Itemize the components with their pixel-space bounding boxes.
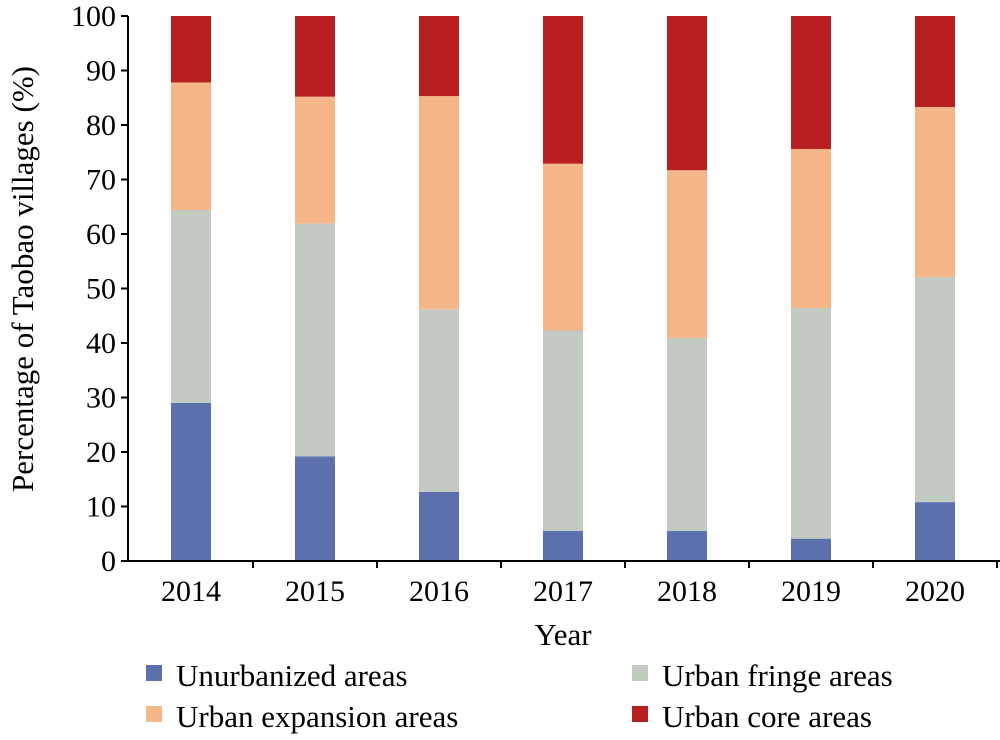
bar-segment-2014-3: [171, 82, 211, 211]
y-tick-label: 50: [86, 273, 116, 306]
y-tick-label: 40: [86, 327, 116, 360]
bar-segment-2018-3: [667, 170, 707, 339]
bar-segment-2019-2: [791, 308, 831, 539]
bar-segment-2017-3: [543, 163, 583, 331]
x-tick-label: 2014: [161, 575, 221, 608]
y-axis-title: Percentage of Taobao villages (%): [5, 66, 40, 492]
x-tick-label: 2020: [905, 575, 965, 608]
bar-segment-2014-4: [171, 16, 211, 83]
x-tick-label: 2019: [781, 575, 841, 608]
y-tick-label: 80: [86, 109, 116, 142]
bar-segment-2015-1: [295, 456, 335, 561]
x-axis-title: Year: [534, 617, 592, 652]
bar-segment-2019-4: [791, 16, 831, 149]
y-tick-label: 60: [86, 218, 116, 251]
bar-segment-2015-2: [295, 223, 335, 457]
legend: Unurbanized areas Urban fringe areas Urban…: [146, 658, 893, 734]
bar-segment-2015-4: [295, 16, 335, 97]
x-tick-label: 2017: [533, 575, 593, 608]
x-tick-label: 2018: [657, 575, 717, 608]
legend-swatch: [146, 665, 162, 681]
y-tick-label: 0: [101, 545, 116, 578]
bars-layer: [171, 16, 955, 561]
bar-segment-2020-1: [915, 502, 955, 561]
y-tick-label: 10: [86, 491, 116, 524]
legend-label: Urban core areas: [662, 699, 872, 734]
bar-segment-2014-2: [171, 210, 211, 403]
bar-segment-2020-4: [915, 16, 955, 108]
bar-segment-2017-4: [543, 16, 583, 164]
legend-label: Urban expansion areas: [176, 699, 458, 734]
bar-segment-2015-3: [295, 96, 335, 224]
bar-segment-2018-2: [667, 338, 707, 532]
bar-segment-2016-3: [419, 96, 459, 310]
bar-segment-2018-1: [667, 531, 707, 561]
bar-segment-2019-1: [791, 538, 831, 561]
y-tick-label: 100: [71, 0, 116, 33]
bar-segment-2016-4: [419, 16, 459, 97]
ticks-layer: 0 10 20 30 40 50 60 70 80 90 100 2014 2015 2016 2017 20…: [71, 0, 998, 608]
y-tick-label: 20: [86, 436, 116, 469]
legend-swatch: [632, 706, 648, 722]
y-tick-label: 30: [86, 382, 116, 415]
bar-segment-2020-2: [915, 277, 955, 503]
bar-segment-2017-2: [543, 330, 583, 532]
legend-swatch: [146, 706, 162, 722]
bar-segment-2016-1: [419, 491, 459, 561]
bar-segment-2014-1: [171, 402, 211, 561]
legend-swatch: [632, 665, 648, 681]
legend-label: Urban fringe areas: [662, 658, 893, 693]
bar-segment-2018-4: [667, 16, 707, 171]
bar-segment-2017-1: [543, 531, 583, 561]
bar-segment-2016-2: [419, 309, 459, 492]
x-tick-label: 2016: [409, 575, 469, 608]
bar-segment-2020-3: [915, 107, 955, 278]
legend-label: Unurbanized areas: [176, 658, 408, 693]
x-tick-label: 2015: [285, 575, 345, 608]
y-tick-label: 70: [86, 164, 116, 197]
bar-segment-2019-3: [791, 148, 831, 309]
y-tick-label: 90: [86, 55, 116, 88]
